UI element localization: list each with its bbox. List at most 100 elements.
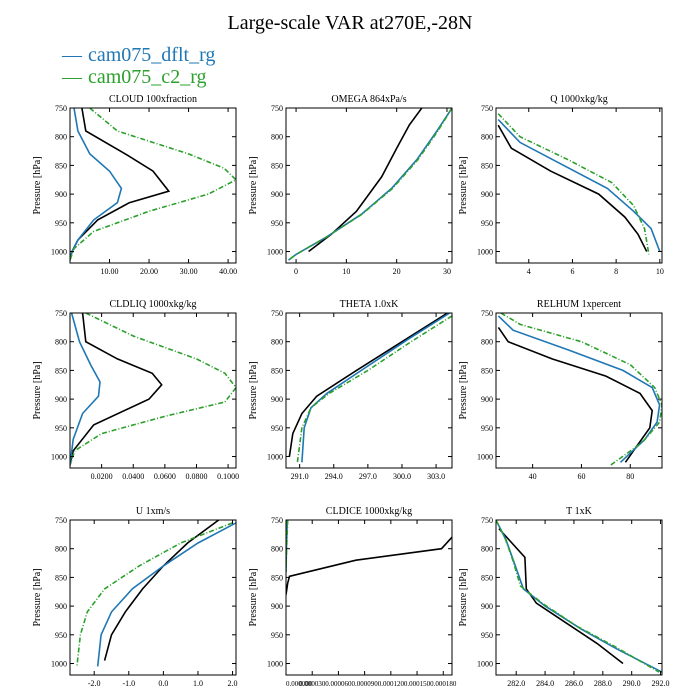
series-line-reference	[497, 326, 654, 463]
x-tick-label: -1.0	[122, 679, 135, 688]
y-tick-label: 850	[481, 573, 493, 582]
y-tick-label: 850	[55, 366, 67, 375]
panel-2: OMEGA 864xPa/s Pressure [hPa] 750 800 850 900…	[248, 94, 453, 276]
panel-title: T 1xK	[566, 506, 592, 517]
plot-frame	[285, 519, 453, 676]
x-tick-label: 10	[342, 267, 350, 276]
y-tick-label: 900	[55, 190, 67, 199]
x-tick-label: 0.000060	[325, 680, 352, 688]
series-line-cam075_c2_rg	[70, 313, 236, 466]
panel-title: Q 1000xkg/kg	[550, 94, 608, 105]
series-line-reference	[103, 520, 220, 661]
y-axis-label: Pressure [hPa]	[248, 568, 259, 626]
x-tick-label: 0.0200	[91, 472, 113, 481]
x-tick-label: 291.0	[291, 472, 309, 481]
x-tick-label: 2.0	[228, 679, 238, 688]
series-line-reference	[288, 313, 448, 457]
x-tick-label: 4	[527, 267, 531, 276]
series-line-reference	[498, 528, 624, 665]
y-axis-label: Pressure [hPa]	[32, 156, 43, 214]
x-tick-label: 10.00	[101, 267, 119, 276]
x-tick-label: 290.0	[623, 679, 641, 688]
x-tick-label: 30	[443, 267, 451, 276]
y-axis-label: Pressure [hPa]	[32, 361, 43, 419]
y-axis-label: Pressure [hPa]	[248, 156, 259, 214]
panel-8: CLDICE 1000xkg/kg Pressure [hPa] 750 800 850…	[248, 506, 457, 688]
y-tick-label: 900	[481, 190, 493, 199]
x-tick-label: 294.0	[325, 472, 343, 481]
y-tick-label: 750	[55, 516, 67, 525]
x-tick-label: 286.0	[565, 679, 583, 688]
plot-frame	[69, 312, 237, 469]
legend-entry-c2: — cam075_c2_rg	[62, 66, 207, 89]
y-tick-label: 750	[481, 104, 493, 113]
y-tick-label: 950	[271, 424, 283, 433]
y-tick-label: 850	[55, 161, 67, 170]
y-tick-label: 850	[271, 161, 283, 170]
figure-title: Large-scale VAR at270E,-28N	[227, 12, 473, 34]
x-tick-label: 300.0	[393, 472, 411, 481]
panel-title: CLOUD 100xfraction	[109, 94, 197, 105]
x-tick-label: 0.000030	[299, 680, 326, 688]
legend-swatch-c2: —	[62, 66, 82, 88]
legend-label-dflt: cam075_dflt_rg	[88, 44, 216, 66]
panel-title: RELHUM 1xpercent	[537, 299, 621, 310]
plot-frame	[495, 107, 663, 264]
y-axis-label: Pressure [hPa]	[458, 156, 469, 214]
y-tick-label: 1000	[267, 660, 283, 669]
x-tick-label: 284.0	[536, 679, 554, 688]
series-line-reference	[308, 108, 423, 253]
x-tick-label: 0.000000	[286, 680, 313, 688]
y-tick-label: 800	[55, 545, 67, 554]
y-tick-label: 750	[55, 309, 67, 318]
series-line-cam075_dflt_rg	[497, 118, 661, 252]
y-tick-label: 950	[55, 424, 67, 433]
y-tick-label: 850	[271, 366, 283, 375]
y-tick-label: 900	[271, 602, 283, 611]
y-tick-label: 750	[481, 309, 493, 318]
y-tick-label: 950	[271, 631, 283, 640]
series-line-cam075_dflt_rg	[288, 108, 452, 261]
y-tick-label: 850	[55, 573, 67, 582]
panel-5: THETA 1.0xK Pressure [hPa] 750 800 850 900 950…	[248, 299, 453, 481]
series-line-cam075_dflt_rg	[70, 108, 123, 261]
x-tick-label: 288.0	[594, 679, 612, 688]
y-tick-label: 850	[481, 161, 493, 170]
y-tick-label: 800	[481, 133, 493, 142]
x-tick-label: 40.00	[219, 267, 237, 276]
y-tick-label: 750	[481, 516, 493, 525]
x-tick-label: -2.0	[88, 679, 101, 688]
y-tick-label: 800	[55, 133, 67, 142]
series-line-cam075_dflt_rg	[70, 313, 101, 466]
panel-title: CLDLIQ 1000xkg/kg	[110, 299, 197, 310]
y-tick-label: 1000	[51, 248, 67, 257]
x-tick-label: 282.0	[507, 679, 525, 688]
series-line-cam075_c2_rg	[288, 108, 452, 261]
panel-9: T 1xK Pressure [hPa] 750 800 850 900 950 1000 28…	[458, 506, 670, 688]
series-line-cam075_dflt_rg	[301, 313, 451, 463]
y-tick-label: 900	[271, 190, 283, 199]
y-tick-label: 950	[481, 219, 493, 228]
y-tick-label: 1000	[477, 453, 493, 462]
x-tick-label: 0	[294, 267, 298, 276]
x-tick-label: 303.0	[427, 472, 445, 481]
x-tick-label: 0.1000	[217, 472, 239, 481]
panel-6: RELHUM 1xpercent Pressure [hPa] 750 800 850 9…	[458, 299, 663, 481]
x-tick-label: 0.000090	[352, 680, 379, 688]
y-tick-label: 1000	[267, 248, 283, 257]
x-tick-label: 1.0	[193, 679, 203, 688]
series-line-cam075_c2_rg	[497, 113, 650, 255]
y-tick-label: 1000	[477, 248, 493, 257]
series-line-cam075_dflt_rg	[497, 315, 661, 463]
plot-frame	[495, 519, 663, 676]
y-tick-label: 750	[271, 104, 283, 113]
series-line-cam075_c2_rg	[296, 315, 452, 463]
plot-frame	[285, 107, 453, 264]
x-tick-label: 30.00	[180, 267, 198, 276]
legend-label-c2: cam075_c2_rg	[88, 66, 207, 88]
x-tick-label: 0.0600	[154, 472, 176, 481]
series-line-cam075_c2_rg	[70, 108, 236, 261]
series-line-cam075_dflt_rg	[496, 522, 662, 673]
y-tick-label: 900	[481, 395, 493, 404]
